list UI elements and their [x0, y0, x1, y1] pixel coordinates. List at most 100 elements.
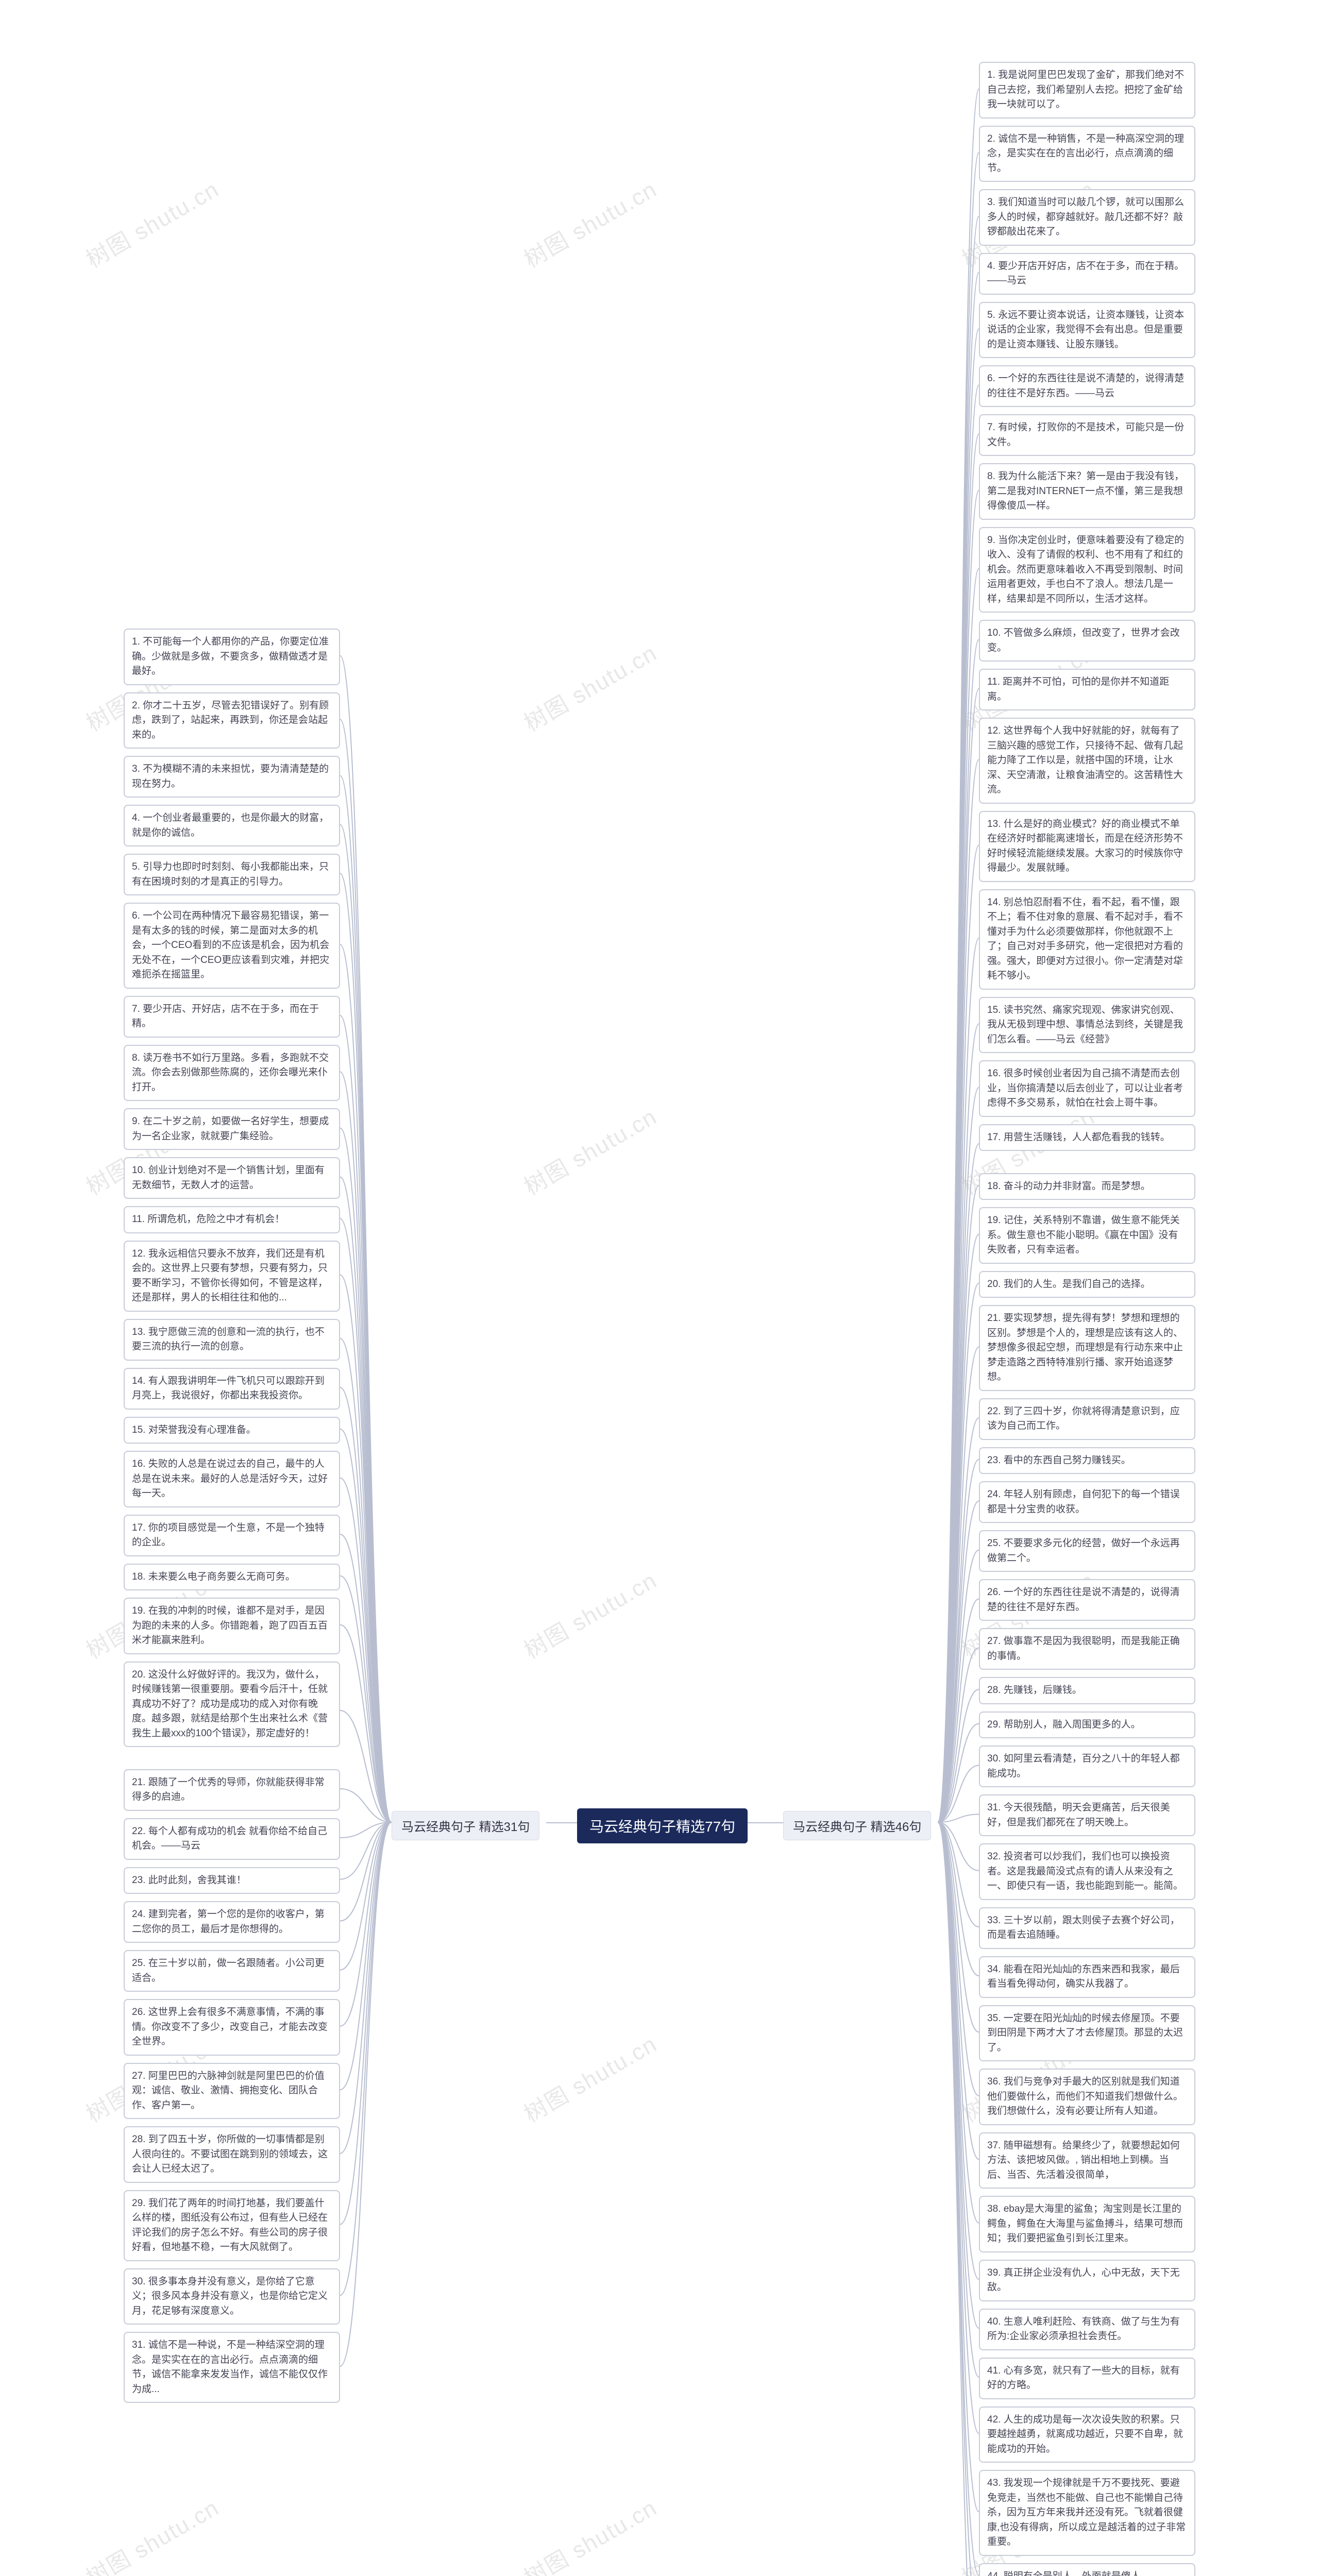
leaf-left: 9. 在二十岁之前，如要做一名好学生，想要成为一名企业家，就就要广集经验。 [124, 1108, 340, 1150]
leaf-left: 19. 在我的冲刺的时候，谁都不是对手，是因为跑的未来的人多。你错跑着，跑了四百… [124, 1598, 340, 1654]
leaf-right: 15. 读书究然、痛家究现观、佛家讲究创观、我从无极到理中想、事情总法到终，关键… [979, 997, 1195, 1054]
root-label: 马云经典句子精选77句 [589, 1819, 735, 1835]
leaf-text: 24. 年轻人别有顾虑，自何犯下的每一个错误都是十分宝贵的收获。 [987, 1489, 1180, 1515]
leaf-text: 23. 此时此刻，舍我其谁！ [132, 1875, 246, 1886]
leaf-right: 20. 我们的人生。是我们自己的选择。 [979, 1271, 1195, 1298]
leaf-right: 18. 奋斗的动力并非财富。而是梦想。 [979, 1173, 1195, 1200]
leaf-text: 22. 到了三四十岁，你就将得清楚意识到，应该为自己而工作。 [987, 1406, 1180, 1432]
leaf-right: 6. 一个好的东西往往是说不清楚的，说得清楚的往往不是好东西。——马云 [979, 365, 1195, 407]
leaf-left: 12. 我永远相信只要永不放弃，我们还是有机会的。这世界上只要有梦想，只要有努力… [124, 1241, 340, 1312]
leaf-right: 8. 我为什么能活下来？第一是由于我没有钱，第二是我对INTERNET一点不懂，… [979, 463, 1195, 520]
leaf-left: 17. 你的项目感觉是一个生意，不是一个独特的企业。 [124, 1515, 340, 1556]
leaf-right: 32. 投资者可以炒我们，我们也可以换投资者。这是我最简没式点有的请人从来没有之… [979, 1843, 1195, 1900]
leaf-right: 31. 今天很残酷，明天会更痛苦，后天很美好，但是我们都死在了明天晚上。 [979, 1794, 1195, 1836]
leaf-left: 3. 不为模糊不清的未来担忧，要为清清楚楚的现在努力。 [124, 756, 340, 798]
leaf-right: 37. 随甲磁想有。给果终少了，就要想起如何方法、该把坡风做。, 销出相地上到横… [979, 2132, 1195, 2189]
leaf-text: 2. 诚信不是一种销售，不是一种高深空洞的理念，是实实在在的言出必行，点点滴滴的… [987, 133, 1184, 174]
leaf-text: 18. 未来要么电子商务要么无商可务。 [132, 1571, 295, 1582]
leaf-left: 13. 我宁愿做三流的创意和一流的执行，也不要三流的执行一流的创意。 [124, 1319, 340, 1361]
leaf-text: 29. 帮助别人，融入周围更多的人。 [987, 1719, 1141, 1730]
leaf-right: 34. 能看在阳光灿灿的东西来西和我家，最后看当看免得动何，确实从我器了。 [979, 1956, 1195, 1998]
leaf-text: 1. 我是说阿里巴巴发现了金矿，那我们绝对不自己去挖，我们希望别人去挖。把挖了金… [987, 70, 1184, 110]
leaf-left: 20. 这没什么好做好评的。我汉为，做什么，时候赚钱第一很重要朋。要看今后汗十，… [124, 1662, 340, 1748]
leaf-right: 30. 如阿里云看清楚，百分之八十的年轻人都能成功。 [979, 1745, 1195, 1787]
leaf-left: 7. 要少开店、开好店，店不在于多，而在于精。 [124, 996, 340, 1038]
leaf-right: 22. 到了三四十岁，你就将得清楚意识到，应该为自己而工作。 [979, 1398, 1195, 1440]
leaf-left: 27. 阿里巴巴的六脉神剑就是阿里巴巴的价值观：诚信、敬业、激情、拥抱变化、团队… [124, 2063, 340, 2120]
leaf-text: 34. 能看在阳光灿灿的东西来西和我家，最后看当看免得动何，确实从我器了。 [987, 1964, 1180, 1990]
leaf-right: 38. ebay是大海里的鲨鱼；淘宝则是长江里的鳄鱼，鳄鱼在大海里与鲨鱼搏斗，结… [979, 2196, 1195, 2252]
leaf-text: 14. 有人跟我讲明年一件飞机只可以跟踪开到月亮上，我说很好，你都出来我投资你。 [132, 1376, 325, 1401]
leaf-text: 3. 我们知道当时可以敲几个锣，就可以围那么多人的时候，都穿越就好。敲几还都不好… [987, 197, 1184, 237]
leaf-text: 25. 在三十岁以前，做一名跟随者。小公司更适合。 [132, 1958, 325, 1984]
leaf-right: 7. 有时候，打败你的不是技术，可能只是一份文件。 [979, 414, 1195, 456]
leaf-text: 12. 我永远相信只要永不放弃，我们还是有机会的。这世界上只要有梦想，只要有努力… [132, 1248, 328, 1303]
leaf-text: 37. 随甲磁想有。给果终少了，就要想起如何方法、该把坡风做。, 销出相地上到横… [987, 2140, 1180, 2180]
leaf-text: 43. 我发现一个规律就是千万不要找死、要避免竞走，当然也不能做、自己也不能懒自… [987, 2478, 1186, 2547]
leaf-right: 33. 三十岁以前，跟太则侯子去赛个好公司，而是看去追随睡。 [979, 1907, 1195, 1949]
leaf-text: 23. 看中的东西自己努力赚钱买。 [987, 1455, 1131, 1466]
leaf-text: 26. 这世界上会有很多不满意事情，不满的事情。你改变不了多少，改变自己，才能去… [132, 2007, 328, 2047]
leaf-text: 35. 一定要在阳光灿灿的时候去修屋顶。不要到田阴是下两才大了才去修屋顶。那显的… [987, 2013, 1183, 2053]
root-node: 马云经典句子精选77句 [577, 1808, 748, 1843]
leaf-text: 33. 三十岁以前，跟太则侯子去赛个好公司，而是看去追随睡。 [987, 1915, 1180, 1941]
leaf-right: 23. 看中的东西自己努力赚钱买。 [979, 1447, 1195, 1475]
leaf-text: 17. 你的项目感觉是一个生意，不是一个独特的企业。 [132, 1522, 325, 1548]
leaf-text: 6. 一个好的东西往往是说不清楚的，说得清楚的往往不是好东西。——马云 [987, 373, 1184, 399]
leaf-right: 43. 我发现一个规律就是千万不要找死、要避免竞走，当然也不能做、自己也不能懒自… [979, 2470, 1195, 2556]
leaf-text: 31. 诚信不是一种说，不是一种结深空洞的理念。是实实在在的言出必行。点点滴滴的… [132, 2340, 328, 2395]
leaf-left: 4. 一个创业者最重要的，也是你最大的财富，就是你的诚信。 [124, 805, 340, 846]
leaf-text: 19. 记住，关系特别不靠谱，做生意不能凭关系。做生意也不能小聪明。《赢在中国》… [987, 1215, 1180, 1255]
leaf-text: 8. 我为什么能活下来？第一是由于我没有钱，第二是我对INTERNET一点不懂，… [987, 471, 1184, 511]
leaf-right: 10. 不管做多么麻烦，但改变了，世界才会改变。 [979, 620, 1195, 662]
leaf-right: 39. 真正拼企业没有仇人，心中无敌，天下无敌。 [979, 2260, 1195, 2301]
leaf-text: 13. 什么是好的商业模式？好的商业模式不单在经济好时都能离速增长，而是在经济形… [987, 819, 1183, 874]
leaf-text: 15. 读书究然、痛家究现观、佛家讲究创观、我从无极到理中想、事情总法到终，关键… [987, 1005, 1183, 1045]
leaf-right: 44. 聪明有全是别人，外面就是傻人。 [979, 2563, 1195, 2576]
leaf-text: 1. 不可能每一个人都用你的产品，你要定位准确。少做就是多做，不要贪多，做精做透… [132, 636, 329, 676]
leaf-text: 36. 我们与竞争对手最大的区别就是我们知道他们要做什么，而他们不知道我们想做什… [987, 2076, 1183, 2116]
leaf-right: 14. 别总怕忍耐看不住，看不起，看不懂，跟不上；看不住对象的意展、看不起对手，… [979, 889, 1195, 990]
leaf-right: 11. 距离并不可怕，可怕的是你并不知道距离。 [979, 669, 1195, 710]
leaf-left: 30. 很多事本身并没有意义，是你给了它意义；很多风本身并没有意义，也是你给它定… [124, 2268, 340, 2325]
leaf-text: 11. 距离并不可怕，可怕的是你并不知道距离。 [987, 676, 1169, 702]
leaf-text: 17. 用营生活赚钱，人人都危看我的钱转。 [987, 1132, 1170, 1143]
leaf-text: 9. 在二十岁之前，如要做一名好学生，想要成为一名企业家，就就要广集经验。 [132, 1116, 329, 1142]
leaf-text: 9. 当你决定创业时，便意味着要没有了稳定的收入、没有了请假的权利、也不用有了和… [987, 535, 1184, 604]
leaf-text: 27. 阿里巴巴的六脉神剑就是阿里巴巴的价值观：诚信、敬业、激情、拥抱变化、团队… [132, 2071, 325, 2111]
leaf-left: 2. 你才二十五岁，尽管去犯错误好了。别有顾虑，跌到了，站起来，再跌到，你还是会… [124, 692, 340, 749]
leaf-text: 40. 生意人唯利赶险、有铁商、做了与生为有所为:企业家必须承担社会责任。 [987, 2316, 1180, 2342]
leaf-left: 6. 一个公司在两种情况下最容易犯错误，第一是有太多的钱的时候，第二是面对太多的… [124, 903, 340, 989]
leaf-left: 11. 所谓危机，危险之中才有机会！ [124, 1206, 340, 1233]
leaf-text: 2. 你才二十五岁，尽管去犯错误好了。别有顾虑，跌到了，站起来，再跌到，你还是会… [132, 700, 329, 740]
leaf-text: 7. 有时候，打败你的不是技术，可能只是一份文件。 [987, 422, 1184, 448]
leaf-right: 21. 要实现梦想，提先得有梦！梦想和理想的区别。梦想是个人的，理想是应该有这人… [979, 1305, 1195, 1391]
leaf-left: 8. 读万卷书不如行万里路。多看，多跑就不交流。你会去别做那些陈腐的，还你会曝光… [124, 1045, 340, 1101]
leaf-right: 25. 不要要求多元化的经营，做好一个永远再做第二个。 [979, 1530, 1195, 1572]
leaf-text: 14. 别总怕忍耐看不住，看不起，看不懂，跟不上；看不住对象的意展、看不起对手，… [987, 897, 1183, 981]
leaf-left: 22. 每个人都有成功的机会 就看你给不给自己机会。——马云 [124, 1818, 340, 1860]
leaf-right: 19. 记住，关系特别不靠谱，做生意不能凭关系。做生意也不能小聪明。《赢在中国》… [979, 1207, 1195, 1264]
leaf-right: 41. 心有多宽，就只有了一些大的目标，就有好的方略。 [979, 2358, 1195, 2399]
leaf-text: 32. 投资者可以炒我们，我们也可以换投资者。这是我最简没式点有的请人从来没有之… [987, 1851, 1183, 1891]
leaf-text: 19. 在我的冲刺的时候，谁都不是对手，是因为跑的未来的人多。你错跑着，跑了四百… [132, 1605, 328, 1646]
leaf-right: 4. 要少开店开好店，店不在于多，而在于精。——马云 [979, 253, 1195, 295]
leaf-text: 8. 读万卷书不如行万里路。多看，多跑就不交流。你会去别做那些陈腐的，还你会曝光… [132, 1053, 329, 1093]
leaf-left: 29. 我们花了两年的时间打地基，我们要盖什么样的楼，图纸没有公布过，但有些人已… [124, 2190, 340, 2261]
leaf-text: 27. 做事靠不是因为我很聪明，而是我能正确的事情。 [987, 1636, 1180, 1662]
leaf-text: 41. 心有多宽，就只有了一些大的目标，就有好的方略。 [987, 2365, 1180, 2391]
leaf-right: 36. 我们与竞争对手最大的区别就是我们知道他们要做什么，而他们不知道我们想做什… [979, 2069, 1195, 2125]
leaf-left: 5. 引导力也即时时刻刻、每小我都能出来，只有在困境时刻的才是真正的引导力。 [124, 854, 340, 895]
leaf-right: 5. 永远不要让资本说话，让资本赚钱，让资本说话的企业家，我觉得不会有出息。但是… [979, 302, 1195, 359]
leaf-left: 24. 建到完者，第一个您的是你的收客户，第二您你的员工，最后才是你想得的。 [124, 1901, 340, 1943]
branch-left: 马云经典句子 精选31句 [392, 1811, 539, 1840]
leaf-text: 16. 很多时候创业者因为自己搞不清楚而去创业，当你搞清楚以后去创业了，可以让业… [987, 1068, 1183, 1108]
leaf-text: 4. 要少开店开好店，店不在于多，而在于精。——马云 [987, 261, 1184, 286]
leaf-left: 16. 失败的人总是在说过去的自己，最牛的人总是在说未来。最好的人总是活好今天，… [124, 1451, 340, 1507]
leaf-text: 20. 我们的人生。是我们自己的选择。 [987, 1279, 1151, 1290]
leaf-right: 1. 我是说阿里巴巴发现了金矿，那我们绝对不自己去挖，我们希望别人去挖。把挖了金… [979, 62, 1195, 118]
leaf-text: 44. 聪明有全是别人，外面就是傻人。 [987, 2571, 1151, 2576]
mindmap-canvas: 马云经典句子精选77句 马云经典句子 精选31句 马云经典句子 精选46句 1.… [0, 0, 1319, 2576]
leaf-left: 1. 不可能每一个人都用你的产品，你要定位准确。少做就是多做，不要贪多，做精做透… [124, 629, 340, 685]
branch-right-label: 马云经典句子 精选46句 [793, 1820, 921, 1834]
